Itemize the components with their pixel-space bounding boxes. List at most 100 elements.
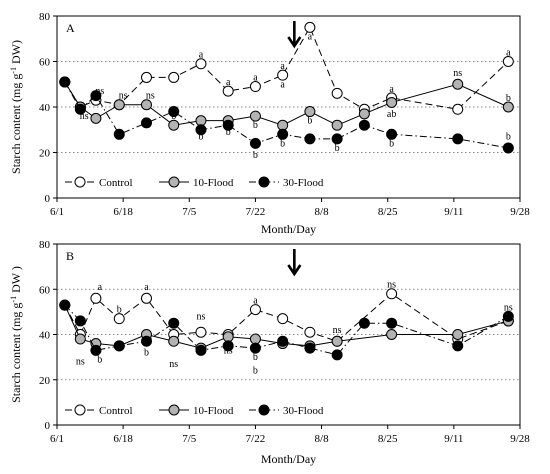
y-axis-title: Starch content (mg g-1 DW) [9, 40, 23, 174]
panel-label: A [66, 21, 75, 35]
series-line [64, 26, 509, 110]
series-10-flood [59, 76, 514, 131]
data-point [90, 292, 102, 304]
significance-label: b [506, 93, 511, 104]
significance-label: a [98, 282, 103, 293]
x-tick-label: 9/28 [510, 206, 530, 218]
data-point [386, 128, 398, 140]
data-point [140, 292, 152, 304]
data-point [249, 110, 261, 122]
data-point [195, 344, 207, 356]
x-tick-label: 8/25 [378, 206, 398, 218]
x-tick-label: 9/28 [510, 433, 530, 445]
x-tick-label: 6/18 [113, 433, 133, 445]
significance-label: a [253, 72, 258, 83]
y-tick-label: 40 [39, 330, 51, 342]
data-point [304, 326, 316, 338]
data-point [277, 119, 289, 131]
significance-label: b [335, 143, 340, 154]
data-point [168, 119, 180, 131]
data-point [222, 85, 234, 97]
series-line [64, 81, 509, 126]
x-axis-title: Month/Day [261, 452, 316, 466]
data-point [452, 103, 464, 115]
x-tick-label: 6/1 [50, 433, 64, 445]
data-point [502, 310, 514, 322]
significance-label: b [171, 111, 176, 122]
data-point [249, 304, 261, 316]
data-point [249, 137, 261, 149]
significance-label: a [280, 79, 285, 90]
series-30-flood [59, 299, 514, 361]
legend-item: 30-Flood [249, 176, 324, 189]
data-point [168, 335, 180, 347]
data-point [249, 81, 261, 93]
data-point [140, 117, 152, 129]
significance-label: b [389, 138, 394, 149]
legend-label: 10-Flood [193, 177, 234, 189]
data-point [59, 76, 71, 88]
data-point [195, 115, 207, 127]
data-point [452, 78, 464, 90]
legend: Control 10-Flood 30-Flood [65, 176, 324, 189]
data-point [277, 128, 289, 140]
data-point [331, 133, 343, 145]
x-tick-label: 7/5 [182, 206, 197, 218]
data-point [168, 106, 180, 118]
significance-label: b [506, 132, 511, 143]
data-point [113, 128, 125, 140]
significance-label: b [307, 116, 312, 127]
x-tick-label: 8/8 [315, 206, 330, 218]
significance-label: a [253, 296, 258, 307]
data-point [277, 69, 289, 81]
x-tick-label: 8/25 [378, 433, 398, 445]
significance-label: a [144, 282, 149, 293]
data-point [90, 90, 102, 102]
y-tick-label: 80 [39, 239, 51, 251]
significance-label: b [117, 305, 122, 316]
legend-label: 10-Flood [193, 405, 234, 417]
data-point [168, 317, 180, 329]
legend-item: Control [65, 404, 133, 417]
y-tick-label: 60 [39, 284, 51, 296]
legend-label: 30-Flood [283, 405, 324, 417]
significance-label: ns [387, 280, 396, 291]
data-point [502, 142, 514, 154]
data-point [168, 71, 180, 83]
x-tick-label: 9/11 [444, 433, 463, 445]
series-30-flood [59, 76, 514, 154]
legend-label: Control [99, 405, 133, 417]
significance-label: ns [504, 302, 513, 313]
significance-label: a [389, 84, 394, 95]
significance-label: ns [119, 91, 128, 102]
data-point [331, 87, 343, 99]
data-point [74, 103, 86, 115]
arrow-icon [287, 21, 302, 49]
significance-label: b [198, 132, 203, 143]
legend-label: 30-Flood [283, 177, 324, 189]
data-point [358, 119, 370, 131]
x-tick-label: 7/5 [182, 433, 197, 445]
data-point [452, 133, 464, 145]
significance-label: ns [95, 86, 104, 97]
chart-panel-B: 0 20 40 60 80 6/1 6/18 7/5 7/22 8/8 8/25 9/11 9/28 Mo… [9, 239, 530, 466]
legend-item: 10-Flood [159, 176, 234, 189]
data-point [74, 333, 86, 345]
legend-item: Control [65, 176, 133, 189]
y-tick-label: 0 [45, 193, 51, 205]
series-line [64, 81, 509, 149]
significance-label: a [226, 77, 231, 88]
legend-item: 30-Flood [249, 404, 324, 417]
data-point [331, 349, 343, 361]
data-point [195, 124, 207, 136]
significance-label: b [97, 354, 102, 365]
legend: Control 10-Flood 30-Flood [65, 404, 324, 417]
significance-label: ns [197, 311, 206, 322]
data-point [386, 96, 398, 108]
data-point [195, 326, 207, 338]
data-point [386, 317, 398, 329]
legend-label: Control [99, 177, 133, 189]
arrow-icon [287, 249, 302, 277]
data-point [140, 335, 152, 347]
